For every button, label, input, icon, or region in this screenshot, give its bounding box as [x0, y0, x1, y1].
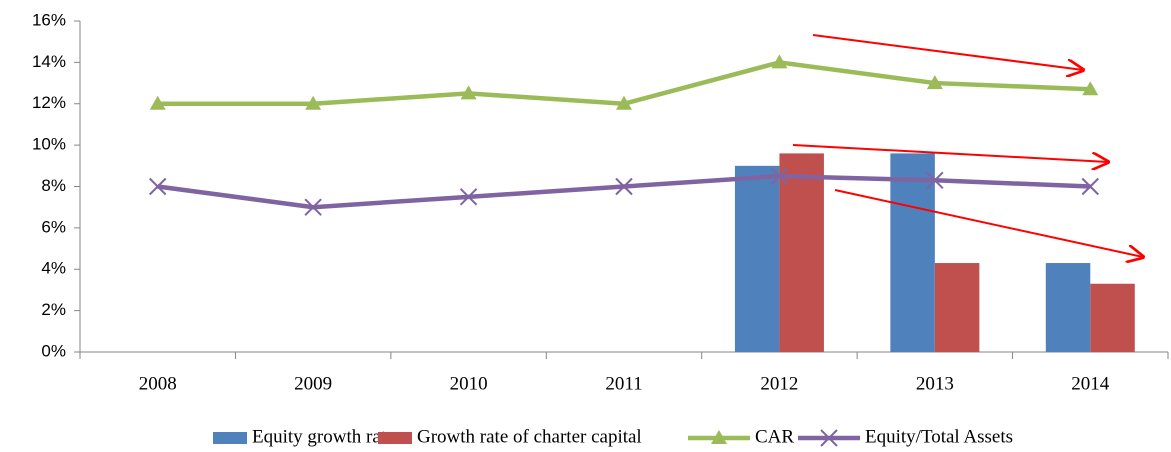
legend-marker [820, 429, 838, 447]
arrow [834, 189, 1143, 257]
x-tick-label: 2012 [760, 373, 798, 394]
legend-label: Equity growth rate [252, 426, 394, 447]
marker [615, 177, 633, 196]
marker [304, 198, 322, 216]
x-tick-label: 2010 [450, 373, 488, 394]
legend: Equity growth rate Growth rate of charter… [213, 426, 1013, 447]
marker [926, 171, 944, 190]
legend-marker [711, 430, 727, 444]
y-tick-label: 6% [41, 217, 66, 236]
y-tick-label: 10% [32, 135, 66, 154]
marker [305, 95, 322, 110]
y-tick-label: 14% [32, 52, 66, 71]
marker [1081, 177, 1099, 196]
bar [890, 153, 935, 352]
arrow [812, 34, 1083, 70]
marker [770, 167, 789, 185]
marker [149, 95, 166, 110]
x-tick-label: 2008 [139, 373, 177, 394]
bar [1045, 263, 1091, 352]
legend-swatch [213, 432, 247, 444]
marker [616, 95, 632, 110]
x-tick-label: 2009 [294, 373, 332, 394]
marker [771, 54, 788, 69]
marker [1082, 81, 1099, 96]
marker [926, 75, 943, 90]
bar [1090, 283, 1135, 352]
legend-label: Growth rate of charter capital [417, 426, 642, 447]
legend-label: Equity/Total Assets [865, 426, 1013, 447]
x-tick-label: 2011 [605, 373, 642, 394]
y-tick-label: 0% [41, 341, 66, 360]
line [157, 173, 1091, 210]
marker [459, 188, 478, 206]
legend-swatch [378, 432, 412, 444]
bar [934, 263, 980, 352]
y-tick-label: 8% [41, 176, 66, 195]
x-tick-label: 2013 [916, 373, 954, 394]
marker [460, 85, 477, 100]
y-tick-label: 12% [32, 93, 66, 112]
arrow [792, 144, 1108, 162]
y-tick-label: 2% [41, 300, 66, 319]
bar [734, 165, 780, 352]
legend-label: CAR [755, 426, 794, 447]
bar [779, 153, 824, 352]
annotation-arrows [792, 34, 1143, 257]
y-tick-label: 4% [41, 259, 66, 278]
marker [149, 177, 167, 196]
x-tick-label: 2014 [1071, 373, 1110, 394]
y-tick-label: 16% [32, 10, 66, 29]
